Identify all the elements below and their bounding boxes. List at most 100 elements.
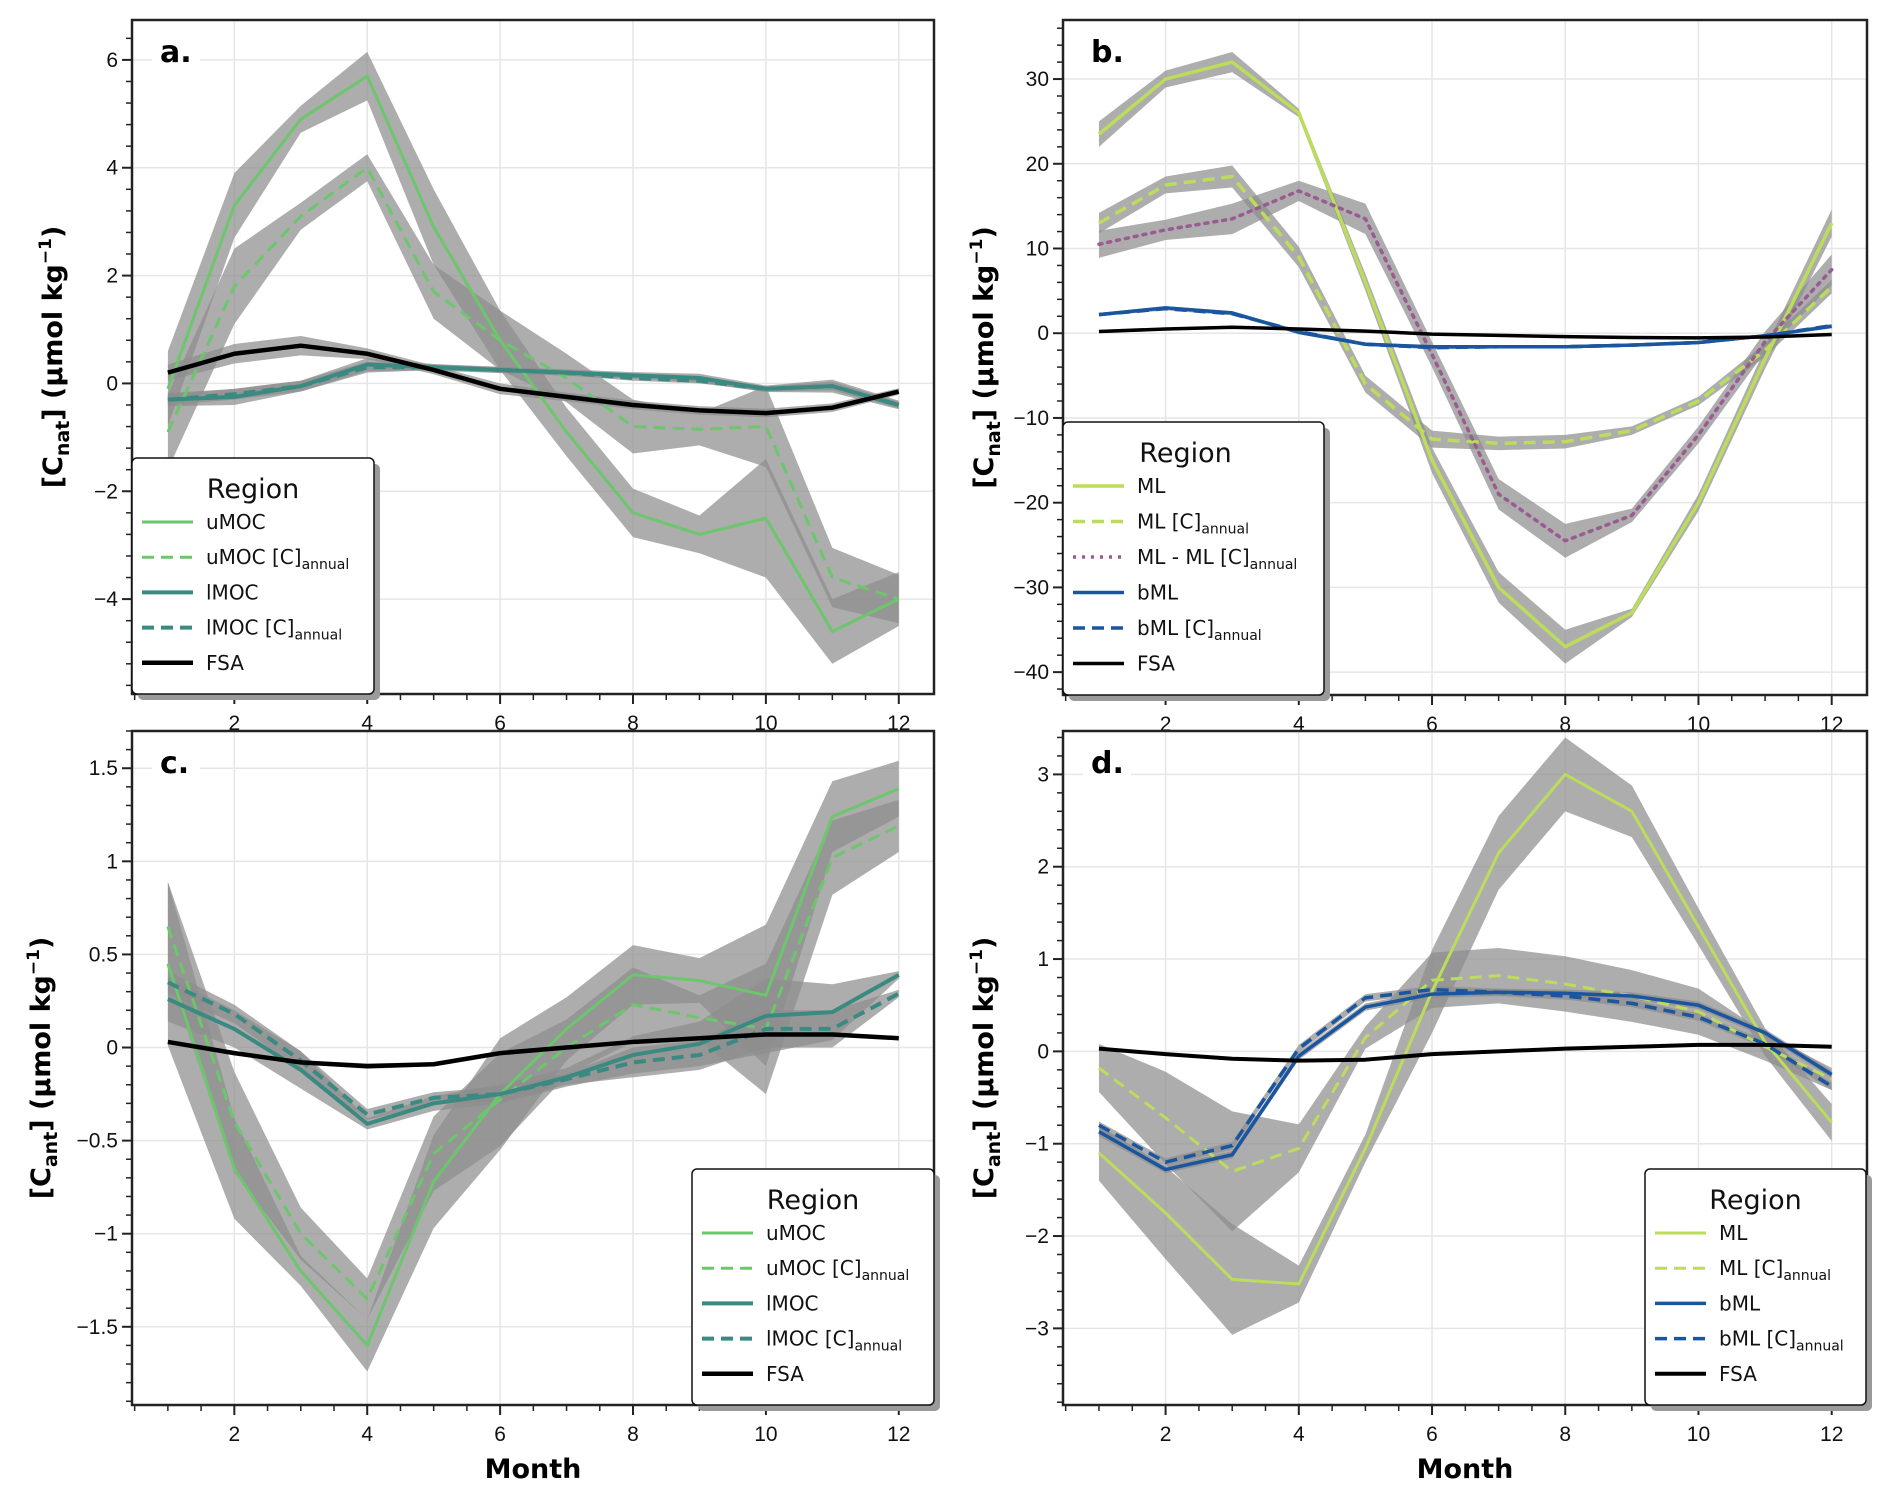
legend-label: ML — [1719, 1221, 1748, 1245]
legend-label-main: lMOC [C] — [766, 1327, 854, 1351]
series-line-ml — [1097, 60, 1834, 649]
legend-item: lMOC — [702, 1291, 819, 1315]
y-tick-label: 0 — [1037, 1040, 1049, 1063]
x-tick-label: 6 — [1426, 713, 1438, 736]
x-tick-label: 10 — [754, 1423, 777, 1446]
uncertainty-band — [167, 51, 899, 664]
legend-label: bML [C]annual — [1719, 1327, 1844, 1355]
legend-label-main: FSA — [1137, 652, 1175, 676]
y-tick-label: −40 — [1013, 661, 1049, 684]
legend: Region ML ML [C]annual ML - ML [C]annual bML… — [1062, 421, 1330, 701]
legend-label-subscript: annual — [1201, 522, 1249, 538]
y-axis-title: [Cant] (µmol kg−1) — [24, 937, 62, 1200]
legend-label-main: ML [C] — [1137, 510, 1201, 534]
legend-label-main: FSA — [766, 1362, 804, 1386]
legend-label-subscript: annual — [1796, 1339, 1844, 1355]
y-label-exponent: −1 — [967, 239, 987, 265]
y-tick-label: 0 — [106, 372, 118, 395]
legend-item: uMOC — [142, 510, 266, 534]
series-line-ml-c-annual — [1098, 174, 1833, 446]
y-tick-label: −10 — [1013, 407, 1049, 430]
legend-label-main: uMOC — [206, 510, 266, 534]
uncertainty-band — [1098, 947, 1832, 1232]
x-tick-label: 10 — [754, 712, 777, 735]
y-tick-label: 30 — [1026, 68, 1049, 91]
y-tick-label: −4 — [94, 588, 118, 611]
panel-label-bg — [1083, 739, 1131, 779]
x-tick-label: 2 — [1160, 713, 1172, 736]
series-line-ml-c-annual — [1098, 974, 1833, 1173]
y-label-unit: ] (µmol kg — [969, 975, 1000, 1132]
legend-label-subscript: annual — [302, 557, 350, 573]
legend-item: lMOC [C]annual — [142, 616, 342, 644]
legend-label: uMOC [C]annual — [206, 545, 349, 573]
legend-label-main: lMOC — [206, 580, 259, 604]
legend-item: uMOC — [702, 1221, 826, 1245]
y-label-close: ) — [969, 226, 1000, 238]
legend-item: lMOC — [142, 580, 259, 604]
legend-label: ML — [1137, 474, 1166, 498]
legend-box — [1644, 1168, 1867, 1406]
x-tick-label: 4 — [1293, 1423, 1305, 1446]
legend-item: bML — [1655, 1291, 1761, 1315]
legend: Region uMOC uMOC [C]annual lMOC lMOC [C]annu… — [691, 1168, 940, 1411]
x-tick-label: 6 — [494, 712, 506, 735]
x-tick-label: 12 — [887, 712, 910, 735]
legend-label-main: bML [C] — [1137, 616, 1214, 640]
legend-label: lMOC [C]annual — [206, 616, 342, 644]
legend-label: bML — [1719, 1291, 1761, 1315]
legend-title: Region — [767, 1185, 859, 1216]
legend-label: bML [C]annual — [1137, 616, 1262, 644]
y-tick-label: 10 — [1026, 238, 1049, 261]
series-line-bml-c-annual — [1098, 306, 1832, 350]
series-line-umoc-c-annual — [166, 824, 900, 1301]
y-label-main: [C — [969, 457, 1000, 489]
x-axis-title: Month — [485, 1454, 582, 1485]
x-tick-label: 4 — [361, 1423, 373, 1446]
legend-label: FSA — [1137, 652, 1175, 676]
y-tick-label: 2 — [1037, 856, 1049, 879]
legend-label-main: bML [C] — [1719, 1327, 1796, 1351]
y-axis: −40 −30 −20 −10 0 10 20 30 — [1013, 27, 1063, 690]
y-axis-title: [Cant] (µmol kg−1) — [967, 937, 1005, 1200]
legend-label-main: uMOC [C] — [766, 1256, 862, 1280]
y-tick-label: 1 — [1037, 948, 1049, 971]
y-axis: −3 −2 −1 0 1 2 3 — [1025, 736, 1063, 1403]
legend-label: lMOC [C]annual — [766, 1327, 902, 1355]
legend-title: Region — [1139, 438, 1231, 469]
legend-label: uMOC [C]annual — [766, 1256, 909, 1284]
y-tick-label: 0.5 — [89, 943, 118, 966]
y-tick-label: 1 — [106, 850, 118, 873]
y-tick-label: −1.5 — [77, 1316, 118, 1339]
series-line-umoc — [166, 74, 900, 633]
plot-area — [1097, 51, 1834, 664]
y-label-close: ) — [26, 937, 57, 949]
y-axis-title: [Cnat] (µmol kg−1) — [36, 226, 74, 489]
uncertainty-band — [167, 361, 899, 409]
legend-item: uMOC [C]annual — [142, 545, 349, 573]
legend-item: ML — [1073, 474, 1166, 498]
plot-area — [1097, 737, 1833, 1335]
y-label-exponent: −1 — [36, 238, 56, 264]
legend-label-main: FSA — [206, 651, 244, 675]
y-label-main: [C — [38, 456, 69, 488]
legend-title: Region — [207, 474, 299, 505]
legend-label: FSA — [206, 651, 244, 675]
series-line-ml — [1097, 772, 1833, 1286]
y-label-unit: ] (µmol kg — [969, 265, 1000, 422]
series-line-lmoc-c-annual — [167, 365, 900, 407]
y-tick-label: −2 — [1025, 1225, 1049, 1248]
series-line-fsa — [167, 1032, 899, 1069]
y-tick-label: −30 — [1013, 576, 1049, 599]
legend-item: ML - ML [C]annual — [1073, 545, 1297, 573]
y-label-subscript: nat — [52, 421, 74, 456]
series-line-umoc — [166, 787, 900, 1347]
legend-item: FSA — [1073, 652, 1175, 676]
x-axis: 2 4 6 8 10 12 — [1064, 1405, 1843, 1446]
panel-label: b. — [1091, 35, 1124, 70]
legend-label: uMOC — [206, 510, 266, 534]
